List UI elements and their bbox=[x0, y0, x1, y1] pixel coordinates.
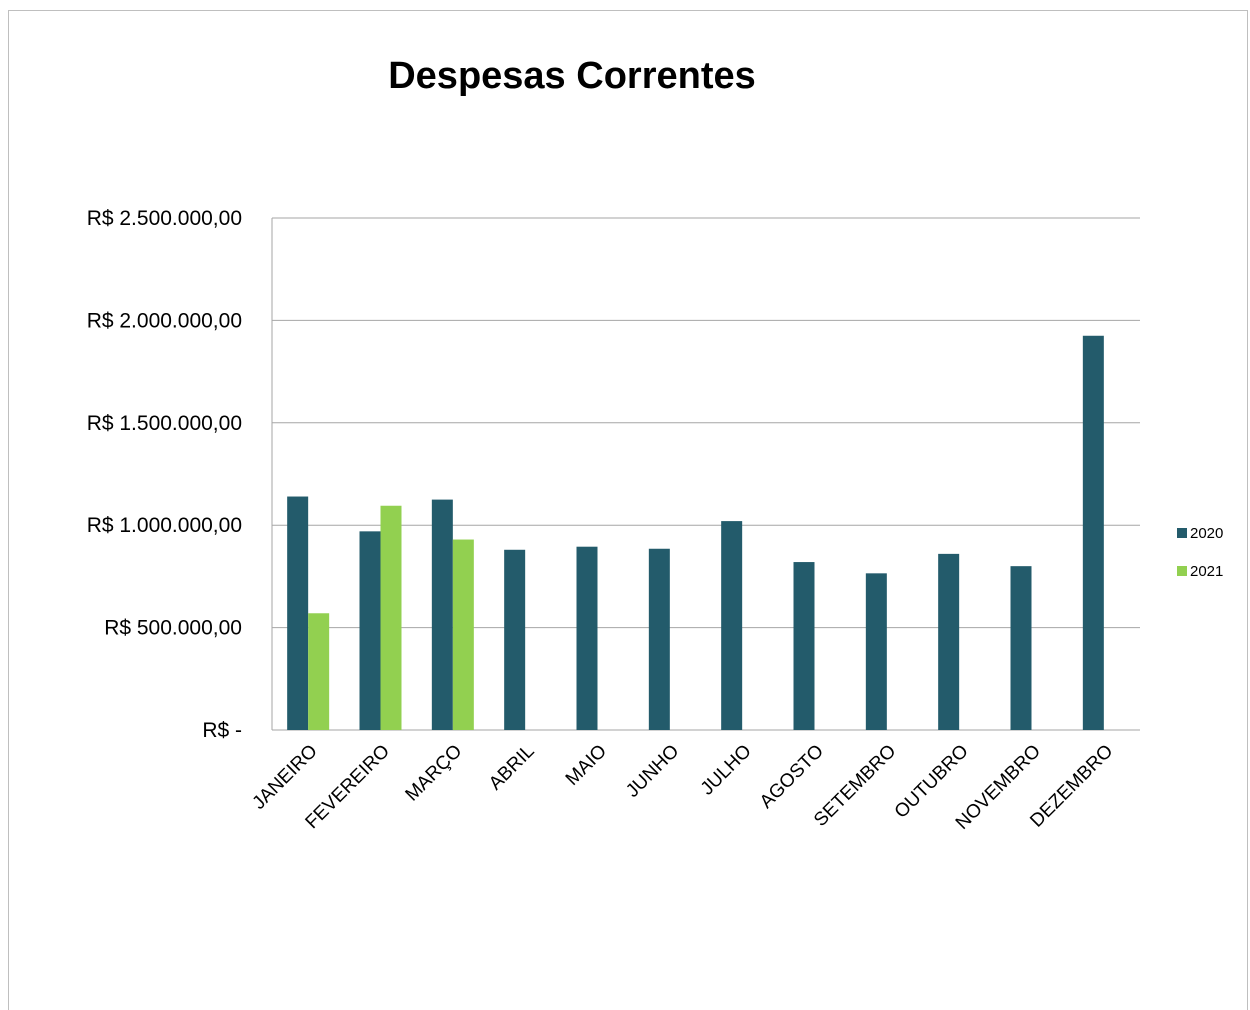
gridlines bbox=[271, 217, 1140, 731]
legend-label: 2021 bbox=[1190, 563, 1223, 580]
x-tick-label: JULHO bbox=[697, 741, 756, 800]
bar-2020-março bbox=[431, 499, 453, 730]
legend-swatch-2021 bbox=[1177, 566, 1187, 576]
bar-2020-junho bbox=[648, 548, 670, 730]
y-tick-label: R$ 1.000.000,00 bbox=[87, 514, 242, 537]
chart-title: Despesas Correntes bbox=[388, 55, 756, 97]
x-tick-label: ABRIL bbox=[485, 741, 539, 795]
bar-2020-julho bbox=[721, 521, 743, 730]
y-tick-label: R$ 2.000.000,00 bbox=[87, 309, 242, 332]
y-tick-label: R$ 500.000,00 bbox=[104, 617, 242, 640]
y-tick-label: R$ 1.500.000,00 bbox=[87, 412, 242, 435]
bar-2020-outubro bbox=[938, 553, 960, 730]
chart-frame bbox=[8, 10, 1248, 1010]
legend: 2020 2021 bbox=[1177, 525, 1223, 580]
bar-2021-janeiro bbox=[308, 613, 330, 730]
y-axis-ticks: R$ - R$ 500.000,00 R$ 1.000.000,00 R$ 1.500… bbox=[87, 207, 242, 742]
bar-2021-fevereiro bbox=[380, 505, 402, 730]
x-tick-label: MARÇO bbox=[402, 741, 467, 806]
x-tick-label: AGOSTO bbox=[756, 741, 828, 813]
bar-2020-abril bbox=[504, 549, 526, 730]
y-tick-label: R$ - bbox=[202, 719, 242, 742]
bar-2020-janeiro bbox=[287, 496, 309, 730]
bar-2020-maio bbox=[576, 546, 598, 730]
legend-label: 2020 bbox=[1190, 525, 1223, 542]
bar-2020-agosto bbox=[793, 562, 815, 730]
x-tick-label: JUNHO bbox=[622, 741, 683, 802]
x-tick-label: JANEIRO bbox=[249, 741, 322, 814]
legend-swatch-2020 bbox=[1177, 528, 1187, 538]
bar-2021-março bbox=[452, 539, 474, 730]
bar-2020-setembro bbox=[865, 573, 887, 730]
y-tick-label: R$ 2.500.000,00 bbox=[87, 207, 242, 230]
bar-2020-dezembro bbox=[1082, 335, 1104, 730]
bar-2020-fevereiro bbox=[359, 531, 381, 730]
bars bbox=[287, 335, 1104, 730]
bar-2020-novembro bbox=[1010, 566, 1032, 730]
x-tick-label: MAIO bbox=[562, 741, 611, 790]
